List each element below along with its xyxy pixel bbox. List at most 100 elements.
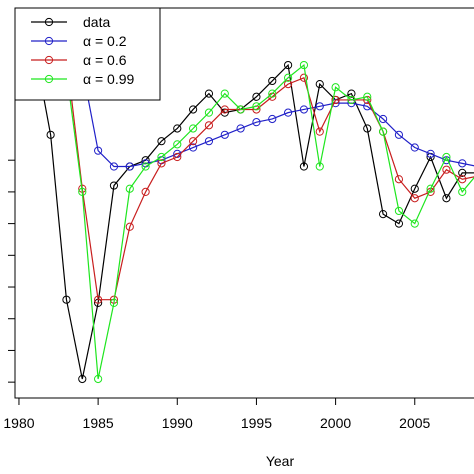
data-point [173,152,182,162]
data-point [268,76,277,86]
legend-item: α = 0.99 [31,71,135,87]
data-point [410,194,419,203]
data-point [141,162,150,171]
data-point [94,374,103,384]
data-point [442,165,451,174]
data-point [204,137,214,146]
data-point [299,60,309,70]
data-point [189,137,198,146]
x-axis-title: Year [266,453,295,469]
data-point [442,152,451,162]
data-point [299,105,309,114]
data-point [394,130,404,139]
data-point [252,118,261,127]
data-point [157,137,166,146]
data-point [378,114,388,124]
x-tick-label: 2000 [320,415,351,431]
data-point [125,162,134,171]
data-point [331,95,340,105]
data-point [78,374,87,384]
data-point [363,124,372,133]
data-point [46,130,55,139]
data-point [173,140,182,149]
data-point [252,102,261,111]
data-point [62,295,71,304]
legend-item: α = 0.6 [31,52,127,68]
data-point [268,114,277,124]
data-point [458,168,467,177]
data-point [268,89,277,98]
data-point [442,194,451,203]
data-point [458,159,467,168]
data-point [284,73,293,82]
data-point [189,124,198,133]
legend-marker [44,36,54,46]
data-point [173,124,182,133]
data-point [284,108,293,117]
x-tick-label: 1995 [241,415,272,431]
data-point [378,127,388,136]
data-point [410,219,419,228]
data-point [94,295,103,304]
legend-item: data [31,14,110,30]
legend-label: α = 0.6 [83,52,127,68]
data-point [204,121,214,130]
data-point [315,127,324,136]
data-point [347,89,356,98]
plot-box [14,7,474,399]
data-point [284,79,293,89]
x-tick-label: 1990 [162,415,193,431]
data-point [189,105,198,114]
data-point [299,162,309,171]
data-point [94,146,103,155]
x-axis: 1980 1985 1990 1995 2000 2005 [3,398,431,431]
data-point [157,152,166,162]
data-point [378,209,388,219]
data-point [78,187,87,197]
legend-box [14,7,161,101]
legend-marker [44,74,54,84]
data-point [125,222,134,231]
data-point [220,89,229,98]
series-0 [14,38,474,384]
data-point [315,102,324,111]
legend-label: α = 0.2 [83,33,127,49]
legend-label: α = 0.99 [83,71,135,87]
data-point [394,206,404,216]
x-tick-label: 2005 [399,415,430,431]
x-tick-label: 1985 [83,415,114,431]
data-point [315,162,324,171]
data-point [236,124,245,133]
data-point [284,60,293,70]
data-point [109,181,119,190]
data-point [141,187,150,197]
data-point [236,105,245,114]
data-point [315,79,324,89]
data-point [220,130,229,139]
data-point [109,162,119,171]
data-point [394,219,404,228]
series-line [18,42,474,380]
data-point [252,92,261,101]
legend-label: data [83,14,110,30]
data-point [125,184,134,193]
data-point [394,175,404,184]
data-point [410,184,419,193]
data-point [299,73,309,82]
legend-marker [44,55,54,65]
data-point [363,92,372,101]
legend-item: α = 0.2 [31,33,127,49]
data-point [204,89,214,98]
data-point [426,149,435,158]
data-point [458,175,467,184]
data-point [220,105,229,114]
data-point [109,298,119,307]
data-point [426,184,435,193]
plot-border [14,7,474,399]
data-point [347,95,356,105]
data-point [189,143,198,152]
x-tick-label: 1980 [3,415,34,431]
series-line [18,42,474,301]
legend: data α = 0.2 α = 0.6 α = 0.99 [14,7,161,101]
